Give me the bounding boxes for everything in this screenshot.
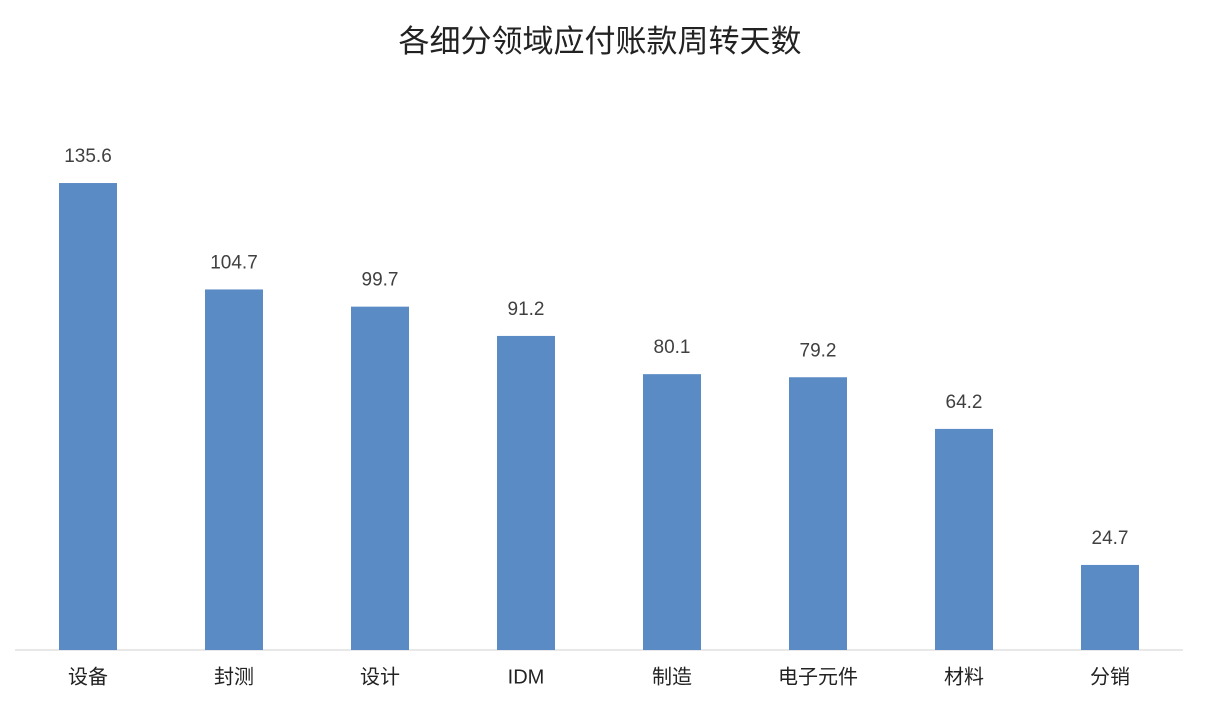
value-label: 79.2 <box>800 340 837 361</box>
chart-title: 各细分领域应付账款周转天数 <box>399 24 802 59</box>
x-tick-label: 设备 <box>68 665 108 688</box>
x-tick-label: IDM <box>508 666 545 688</box>
value-label: 135.6 <box>64 146 112 167</box>
value-label: 104.7 <box>210 252 258 273</box>
value-label: 91.2 <box>508 299 545 320</box>
bar <box>59 183 117 650</box>
value-label: 24.7 <box>1092 528 1129 549</box>
x-tick-label: 材料 <box>944 665 984 688</box>
value-label: 64.2 <box>946 392 983 413</box>
x-tick-label: 电子元件 <box>778 665 858 688</box>
x-tick-label: 分销 <box>1090 665 1130 688</box>
value-label: 80.1 <box>654 337 691 358</box>
bar <box>1081 564 1139 650</box>
bar <box>205 289 263 650</box>
bar <box>497 335 555 650</box>
x-tick-label: 设计 <box>360 665 400 688</box>
x-tick-label: 制造 <box>652 665 692 688</box>
bar <box>935 428 993 650</box>
x-tick-label: 封测 <box>214 665 254 688</box>
bar <box>643 374 701 650</box>
bar <box>351 306 409 650</box>
value-label: 99.7 <box>362 270 399 291</box>
bar <box>789 377 847 650</box>
